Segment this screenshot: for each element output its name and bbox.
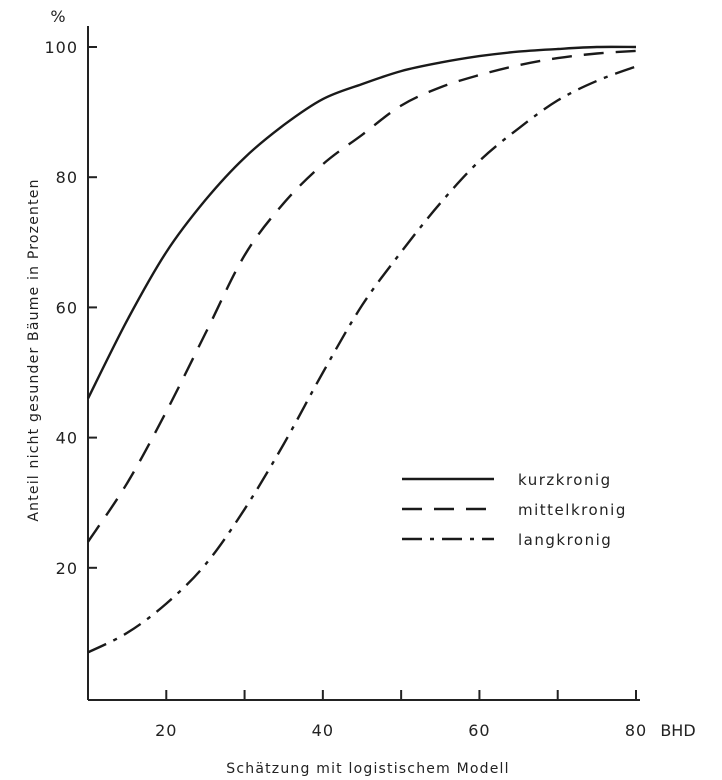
legend-label-kurzkronig: kurzkronig — [518, 471, 612, 489]
y-tick-label: 60 — [56, 298, 78, 317]
x-tick-label: 80 — [625, 721, 647, 740]
legend-label-langkronig: langkronig — [518, 531, 612, 549]
x-unit-label: BHD — [660, 721, 695, 740]
y-tick-label: 100 — [44, 38, 78, 57]
x-tick-label: 20 — [155, 721, 177, 740]
axes: 20 40 60 80 100 20 40 60 80 — [44, 26, 647, 740]
x-tick-label: 60 — [468, 721, 490, 740]
series-line-kurzkronig — [86, 45, 637, 400]
legend-label-mittelkronig: mittelkronig — [518, 501, 627, 519]
legend: kurzkronig mittelkronig langkronig — [402, 471, 627, 549]
series-line-mittelkronig — [87, 49, 637, 543]
series-line-langkronig — [87, 65, 637, 654]
y-tick-label: 20 — [56, 559, 78, 578]
y-tick-label: 40 — [56, 429, 78, 448]
x-tick-label: 40 — [312, 721, 334, 740]
series-layer — [86, 45, 637, 654]
y-tick-label: 80 — [56, 168, 78, 187]
y-unit-label: % — [50, 7, 65, 26]
x-axis-label: Schätzung mit logistischem Modell — [226, 761, 509, 777]
y-axis-label: Anteil nicht gesunder Bäume in Prozenten — [26, 178, 42, 521]
